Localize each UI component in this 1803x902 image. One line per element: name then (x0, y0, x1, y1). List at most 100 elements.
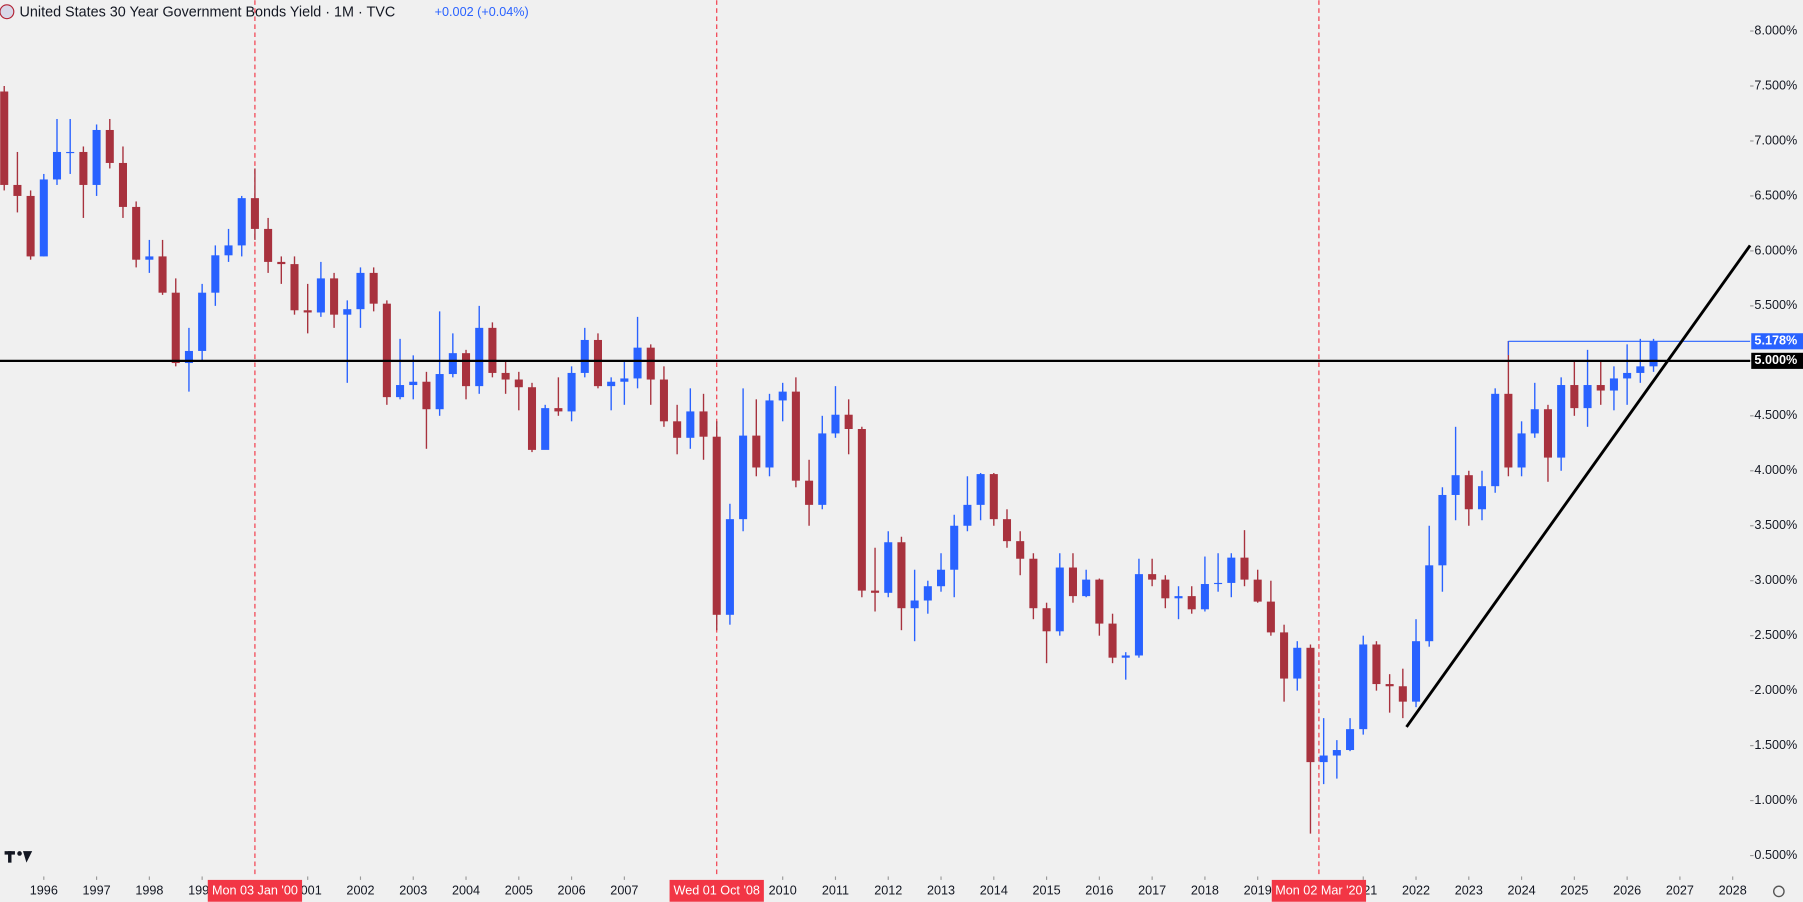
x-tick-label: 2027 (1666, 884, 1694, 898)
x-tick-label: 1998 (135, 884, 163, 898)
tv-logo (4, 851, 33, 863)
x-tick-label: 2011 (822, 884, 849, 898)
candle-body (791, 391, 800, 481)
x-tick-label: 2012 (874, 884, 902, 898)
candle-body (118, 162, 127, 207)
candle-body (1451, 475, 1460, 495)
candle-body (752, 435, 761, 468)
candle-body (1596, 385, 1605, 391)
candle-body (92, 129, 101, 185)
change-label: +0.002 (+0.04%) (435, 5, 529, 19)
candle-body (686, 411, 695, 438)
x-tick-label: 2019 (1244, 884, 1272, 898)
candle-body (897, 542, 906, 609)
y-tick-label: 1.000% (1754, 793, 1797, 807)
candle-body (989, 474, 998, 520)
candle-body (448, 353, 457, 375)
candle-body (1411, 641, 1421, 702)
x-tick-label: 2013 (927, 884, 955, 898)
candle-body (1134, 574, 1143, 656)
candle-body (158, 256, 167, 293)
candle-body (976, 474, 985, 505)
y-tick-label: 7.000% (1754, 133, 1797, 147)
x-tick-label: 2028 (1719, 884, 1747, 898)
candle-body (884, 542, 893, 593)
candle-body (369, 272, 378, 304)
candle-body (1095, 579, 1104, 624)
y-tick-label: 3.000% (1754, 573, 1797, 587)
x-tick-label: 1996 (30, 884, 58, 898)
candle-body (1161, 579, 1170, 599)
candle-body (1187, 596, 1196, 610)
candle-body (277, 261, 286, 265)
x-tick-label: 2007 (610, 884, 638, 898)
candle-body (712, 436, 721, 615)
candle-body (224, 245, 233, 256)
candle-body (501, 372, 510, 380)
candle-body (857, 429, 866, 591)
candle-body (1623, 372, 1632, 379)
x-tick-label: 2003 (399, 884, 427, 898)
candle-body (39, 179, 48, 257)
candle-body (1491, 393, 1500, 487)
candle-body (1557, 385, 1566, 458)
x-tick-label: 2014 (980, 884, 1008, 898)
event-label: Wed 01 Oct '08 (674, 884, 760, 898)
candle-body (1385, 684, 1394, 687)
candle-body (1477, 486, 1487, 510)
candle-body (831, 414, 840, 434)
candle-body (1398, 686, 1407, 702)
candle-body (1227, 557, 1236, 583)
candle-body (937, 569, 946, 587)
candle-body (910, 600, 919, 609)
y-tick-label: 3.500% (1754, 518, 1797, 532)
x-tick-label: 2016 (1085, 884, 1113, 898)
y-tick-label: 7.500% (1754, 78, 1797, 92)
candle-body (567, 372, 576, 412)
x-tick-label: 2026 (1613, 884, 1641, 898)
event-label-bg (669, 879, 764, 902)
candle-body (105, 129, 114, 163)
trend-line (1405, 244, 1752, 728)
candle-body (1359, 644, 1368, 730)
y-tick-label: 8.000% (1754, 23, 1797, 37)
y-tick-label: 1.500% (1754, 738, 1797, 752)
y-tick-label: 6.000% (1754, 243, 1797, 257)
candle-body (435, 374, 444, 410)
candle-body (778, 391, 787, 401)
candle-body (462, 353, 471, 387)
candle-body (554, 408, 563, 412)
price-label-bg (1751, 333, 1803, 350)
candle-body (198, 292, 207, 351)
candle-body (145, 256, 154, 260)
candle-body (1280, 632, 1289, 679)
candle-body (1609, 378, 1618, 391)
event-label: Mon 02 Mar '20 (1275, 884, 1362, 898)
candle-body (1174, 596, 1183, 599)
event-label-bg (1271, 879, 1367, 902)
x-tick-label: 2024 (1508, 884, 1536, 898)
candle-body (1583, 385, 1592, 409)
plot (0, 0, 1752, 877)
candle-body (1346, 729, 1355, 751)
candle-body (66, 151, 75, 154)
candle-body (1504, 393, 1513, 468)
candle-body (316, 278, 325, 313)
candle-body (264, 228, 273, 262)
candle-body (1082, 579, 1091, 597)
candle-body (580, 339, 589, 373)
candle-body (1319, 755, 1328, 763)
settings-button[interactable] (1772, 885, 1785, 898)
candle-body (950, 525, 959, 570)
candle-body (659, 379, 668, 422)
candle-body (1200, 584, 1209, 610)
candle-body (290, 264, 299, 311)
candle-body (409, 381, 418, 386)
x-tick-label: 2004 (452, 884, 480, 898)
candle-body (211, 255, 220, 293)
x-tick-label: 2006 (558, 884, 586, 898)
candle-body (132, 206, 141, 260)
candle-body (646, 347, 655, 380)
